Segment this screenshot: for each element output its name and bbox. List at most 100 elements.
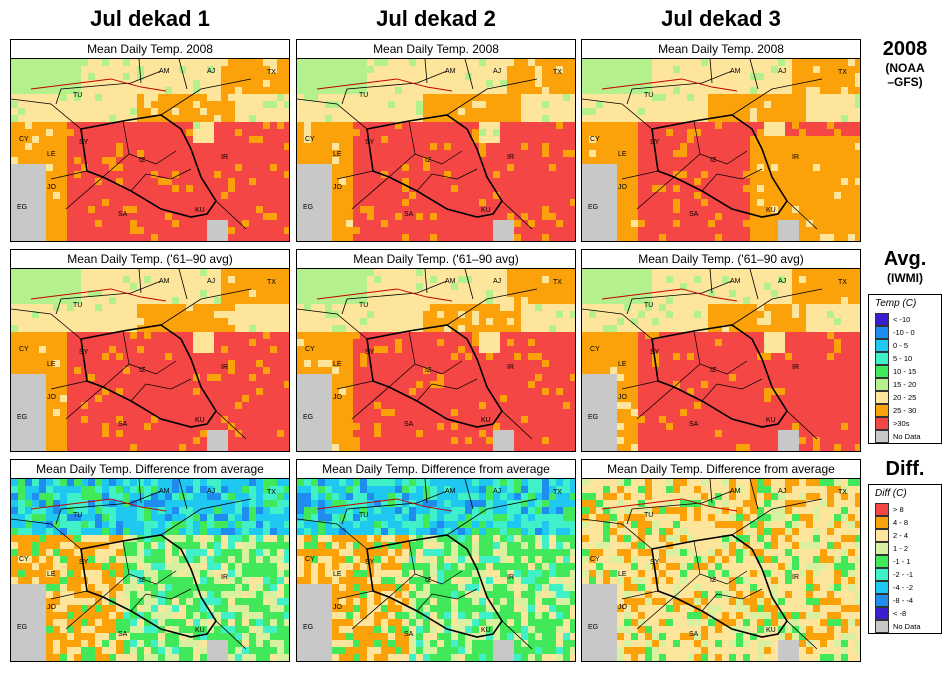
map-cell (123, 143, 130, 150)
map-cell (493, 290, 500, 297)
map-cell (500, 220, 507, 227)
map-cell (528, 325, 535, 332)
map-cell (549, 227, 556, 234)
map-cell (214, 164, 221, 171)
map-cell (74, 164, 81, 171)
map-cell (311, 367, 318, 374)
map-cell (339, 143, 346, 150)
map-cell (806, 136, 813, 143)
map-cell (402, 304, 409, 311)
map-cell (479, 325, 486, 332)
map-cell (158, 311, 165, 318)
map-cell (346, 150, 353, 157)
map-cell (589, 108, 596, 115)
map-cell (514, 129, 521, 136)
map-cell (750, 192, 757, 199)
map-cell (172, 234, 179, 241)
map-cell (402, 59, 409, 66)
map-cell (151, 269, 158, 276)
map-cell (81, 87, 88, 94)
map-cell (207, 409, 214, 416)
map-cell (256, 80, 263, 87)
map-cell (507, 227, 514, 234)
map-label: CY (590, 136, 600, 143)
map-cell (486, 101, 493, 108)
map-cell (339, 325, 346, 332)
map-cell (521, 269, 528, 276)
map-cell (610, 227, 617, 234)
map-cell (249, 409, 256, 416)
map-cell (228, 318, 235, 325)
map-cell (535, 178, 542, 185)
map-cell (589, 115, 596, 122)
map-cell (743, 234, 750, 241)
map-cell (736, 213, 743, 220)
map-cell (701, 115, 708, 122)
map-cell (277, 367, 284, 374)
map-cell (388, 227, 395, 234)
map-cell (743, 150, 750, 157)
map-cell (228, 276, 235, 283)
map-cell (416, 353, 423, 360)
map-cell (39, 94, 46, 101)
map-cell (652, 80, 659, 87)
map-cell (395, 115, 402, 122)
map-cell (479, 178, 486, 185)
map-cell (570, 73, 575, 80)
map-cell (388, 360, 395, 367)
map-cell (332, 185, 339, 192)
map-cell (249, 94, 256, 101)
map-cell (507, 66, 514, 73)
map-cell (535, 66, 542, 73)
map-cell (39, 346, 46, 353)
map-cell (102, 227, 109, 234)
map-cell (451, 374, 458, 381)
map-cell (715, 101, 722, 108)
map-cell (95, 115, 102, 122)
map-cell (729, 143, 736, 150)
map-cell (263, 444, 270, 451)
map-cell (771, 122, 778, 129)
map-cell (60, 367, 67, 374)
map-cell (631, 234, 638, 241)
map-label: IZ (710, 157, 717, 164)
map-cell (270, 185, 277, 192)
map-cell (388, 185, 395, 192)
map-cell (256, 129, 263, 136)
map-cell (235, 416, 242, 423)
map-cell (256, 157, 263, 164)
map-cell (563, 66, 570, 73)
map-cell (297, 332, 304, 339)
map-cell (638, 227, 645, 234)
map-cell (60, 402, 67, 409)
map-cell (256, 192, 263, 199)
map-cell (123, 108, 130, 115)
map-cell (74, 234, 81, 241)
map-cell (785, 94, 792, 101)
map-cell (701, 192, 708, 199)
map-cell (88, 423, 95, 430)
map-cell (81, 304, 88, 311)
map-cell (200, 416, 207, 423)
map-cell (46, 129, 53, 136)
map-cell (792, 73, 799, 80)
map-cell (186, 332, 193, 339)
map-cell (458, 227, 465, 234)
map-cell (228, 108, 235, 115)
map-cell (221, 129, 228, 136)
map-cell (144, 129, 151, 136)
map-cell (638, 178, 645, 185)
map-cell (848, 66, 855, 73)
map-cell (25, 395, 32, 402)
map-cell (39, 80, 46, 87)
map-cell (514, 388, 521, 395)
map-cell (472, 381, 479, 388)
map-cell (123, 199, 130, 206)
map-cell (130, 199, 137, 206)
map-cell (130, 346, 137, 353)
map-cell (785, 66, 792, 73)
map-cell (715, 143, 722, 150)
map-cell (638, 143, 645, 150)
map-cell (60, 192, 67, 199)
map-cell (507, 339, 514, 346)
